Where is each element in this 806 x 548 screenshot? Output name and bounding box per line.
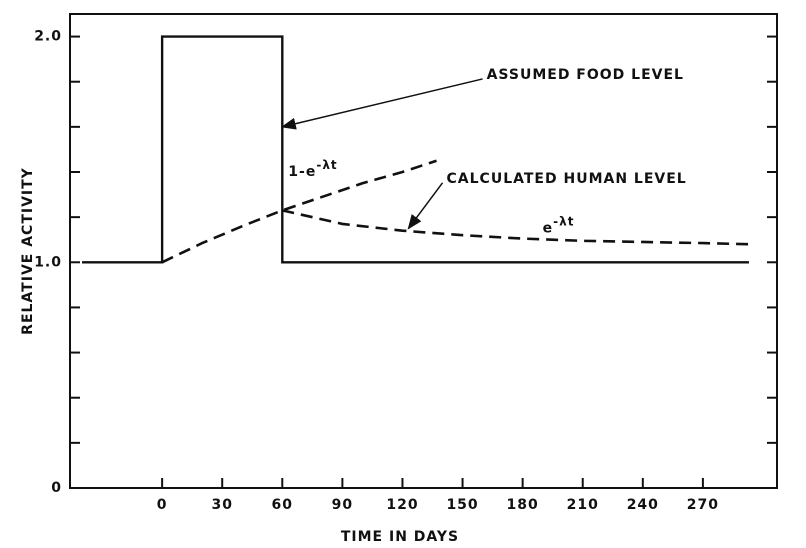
x-tick-label: 180 [507,497,539,513]
plot-frame [69,13,778,489]
formula-base: 1-e [288,164,316,180]
annotation: ASSUMED FOOD LEVEL [487,67,684,83]
annotation-arrow [407,182,444,230]
annotation-arrow [280,78,483,130]
formula: 1-e-λt [288,158,337,181]
x-tick-label: 150 [446,497,478,513]
formula-exp: -λt [553,214,574,228]
line [82,35,749,264]
annotation: CALCULATED HUMAN LEVEL [447,171,687,187]
line [282,209,749,246]
y-tick-label: 2.0 [34,29,62,45]
x-tick-label: 0 [157,497,168,513]
y-axis-label: RELATIVE ACTIVITY [20,167,36,335]
x-tick-label: 60 [272,497,293,513]
formula: e-λt [543,214,575,237]
x-tick-label: 90 [332,497,353,513]
x-tick-label: 270 [687,497,719,513]
x-tick-label: 30 [211,497,232,513]
formula-exp: -λt [316,158,337,172]
y-tick-label: 1.0 [34,254,62,270]
formula-base: e [543,220,554,236]
x-axis-label: TIME IN DAYS [341,529,459,545]
x-tick-label: 120 [386,497,418,513]
x-tick-label: 240 [627,497,659,513]
x-tick-label: 210 [567,497,599,513]
y-tick-label: 0 [51,480,62,496]
line [161,159,437,264]
